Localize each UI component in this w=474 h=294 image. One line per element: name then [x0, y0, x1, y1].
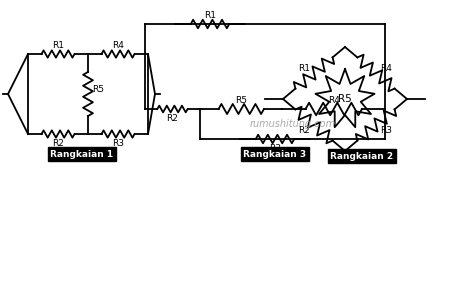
Text: R4: R4 [328, 96, 340, 104]
Text: R4: R4 [112, 41, 124, 49]
Text: R4: R4 [380, 64, 392, 73]
Text: R2: R2 [166, 113, 178, 123]
Text: R2: R2 [52, 138, 64, 148]
Text: R1: R1 [52, 41, 64, 49]
Text: Rangkaian 1: Rangkaian 1 [50, 150, 114, 158]
Text: R2: R2 [298, 126, 310, 134]
Text: R3: R3 [269, 143, 281, 153]
Text: R5: R5 [235, 96, 247, 104]
Text: R5: R5 [92, 84, 104, 93]
Text: Rangkaian 2: Rangkaian 2 [330, 151, 393, 161]
Text: R3: R3 [112, 138, 124, 148]
Text: R3: R3 [380, 126, 392, 134]
Text: R5: R5 [338, 94, 352, 104]
Text: R1: R1 [298, 64, 310, 73]
Text: Rangkaian 3: Rangkaian 3 [244, 150, 307, 158]
Text: rumushitung.com: rumushitung.com [249, 119, 336, 129]
Text: R1: R1 [204, 11, 216, 19]
